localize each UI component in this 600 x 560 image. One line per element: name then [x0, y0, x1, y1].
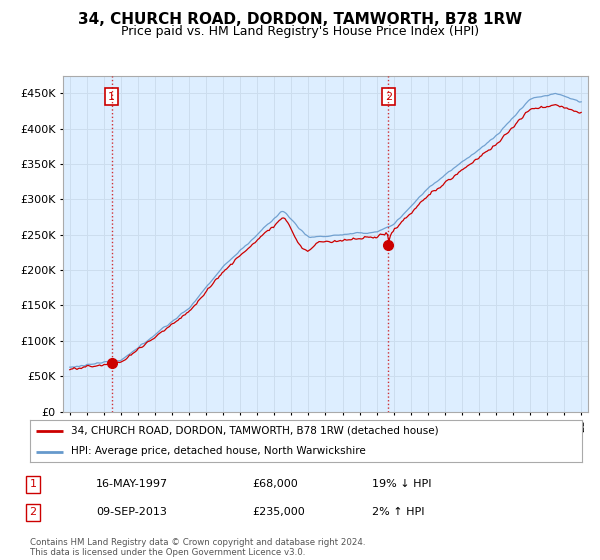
Text: Price paid vs. HM Land Registry's House Price Index (HPI): Price paid vs. HM Land Registry's House … — [121, 25, 479, 38]
Text: 2: 2 — [29, 507, 37, 517]
Text: £68,000: £68,000 — [252, 479, 298, 489]
Text: £235,000: £235,000 — [252, 507, 305, 517]
Text: 19% ↓ HPI: 19% ↓ HPI — [372, 479, 431, 489]
Text: Contains HM Land Registry data © Crown copyright and database right 2024.
This d: Contains HM Land Registry data © Crown c… — [30, 538, 365, 557]
Text: 16-MAY-1997: 16-MAY-1997 — [96, 479, 168, 489]
Text: 1: 1 — [29, 479, 37, 489]
Text: HPI: Average price, detached house, North Warwickshire: HPI: Average price, detached house, Nort… — [71, 446, 366, 456]
Text: 2% ↑ HPI: 2% ↑ HPI — [372, 507, 425, 517]
Text: 2: 2 — [385, 92, 392, 102]
Text: 09-SEP-2013: 09-SEP-2013 — [96, 507, 167, 517]
Text: 34, CHURCH ROAD, DORDON, TAMWORTH, B78 1RW (detached house): 34, CHURCH ROAD, DORDON, TAMWORTH, B78 1… — [71, 426, 439, 436]
Text: 1: 1 — [108, 92, 115, 102]
Text: 34, CHURCH ROAD, DORDON, TAMWORTH, B78 1RW: 34, CHURCH ROAD, DORDON, TAMWORTH, B78 1… — [78, 12, 522, 27]
